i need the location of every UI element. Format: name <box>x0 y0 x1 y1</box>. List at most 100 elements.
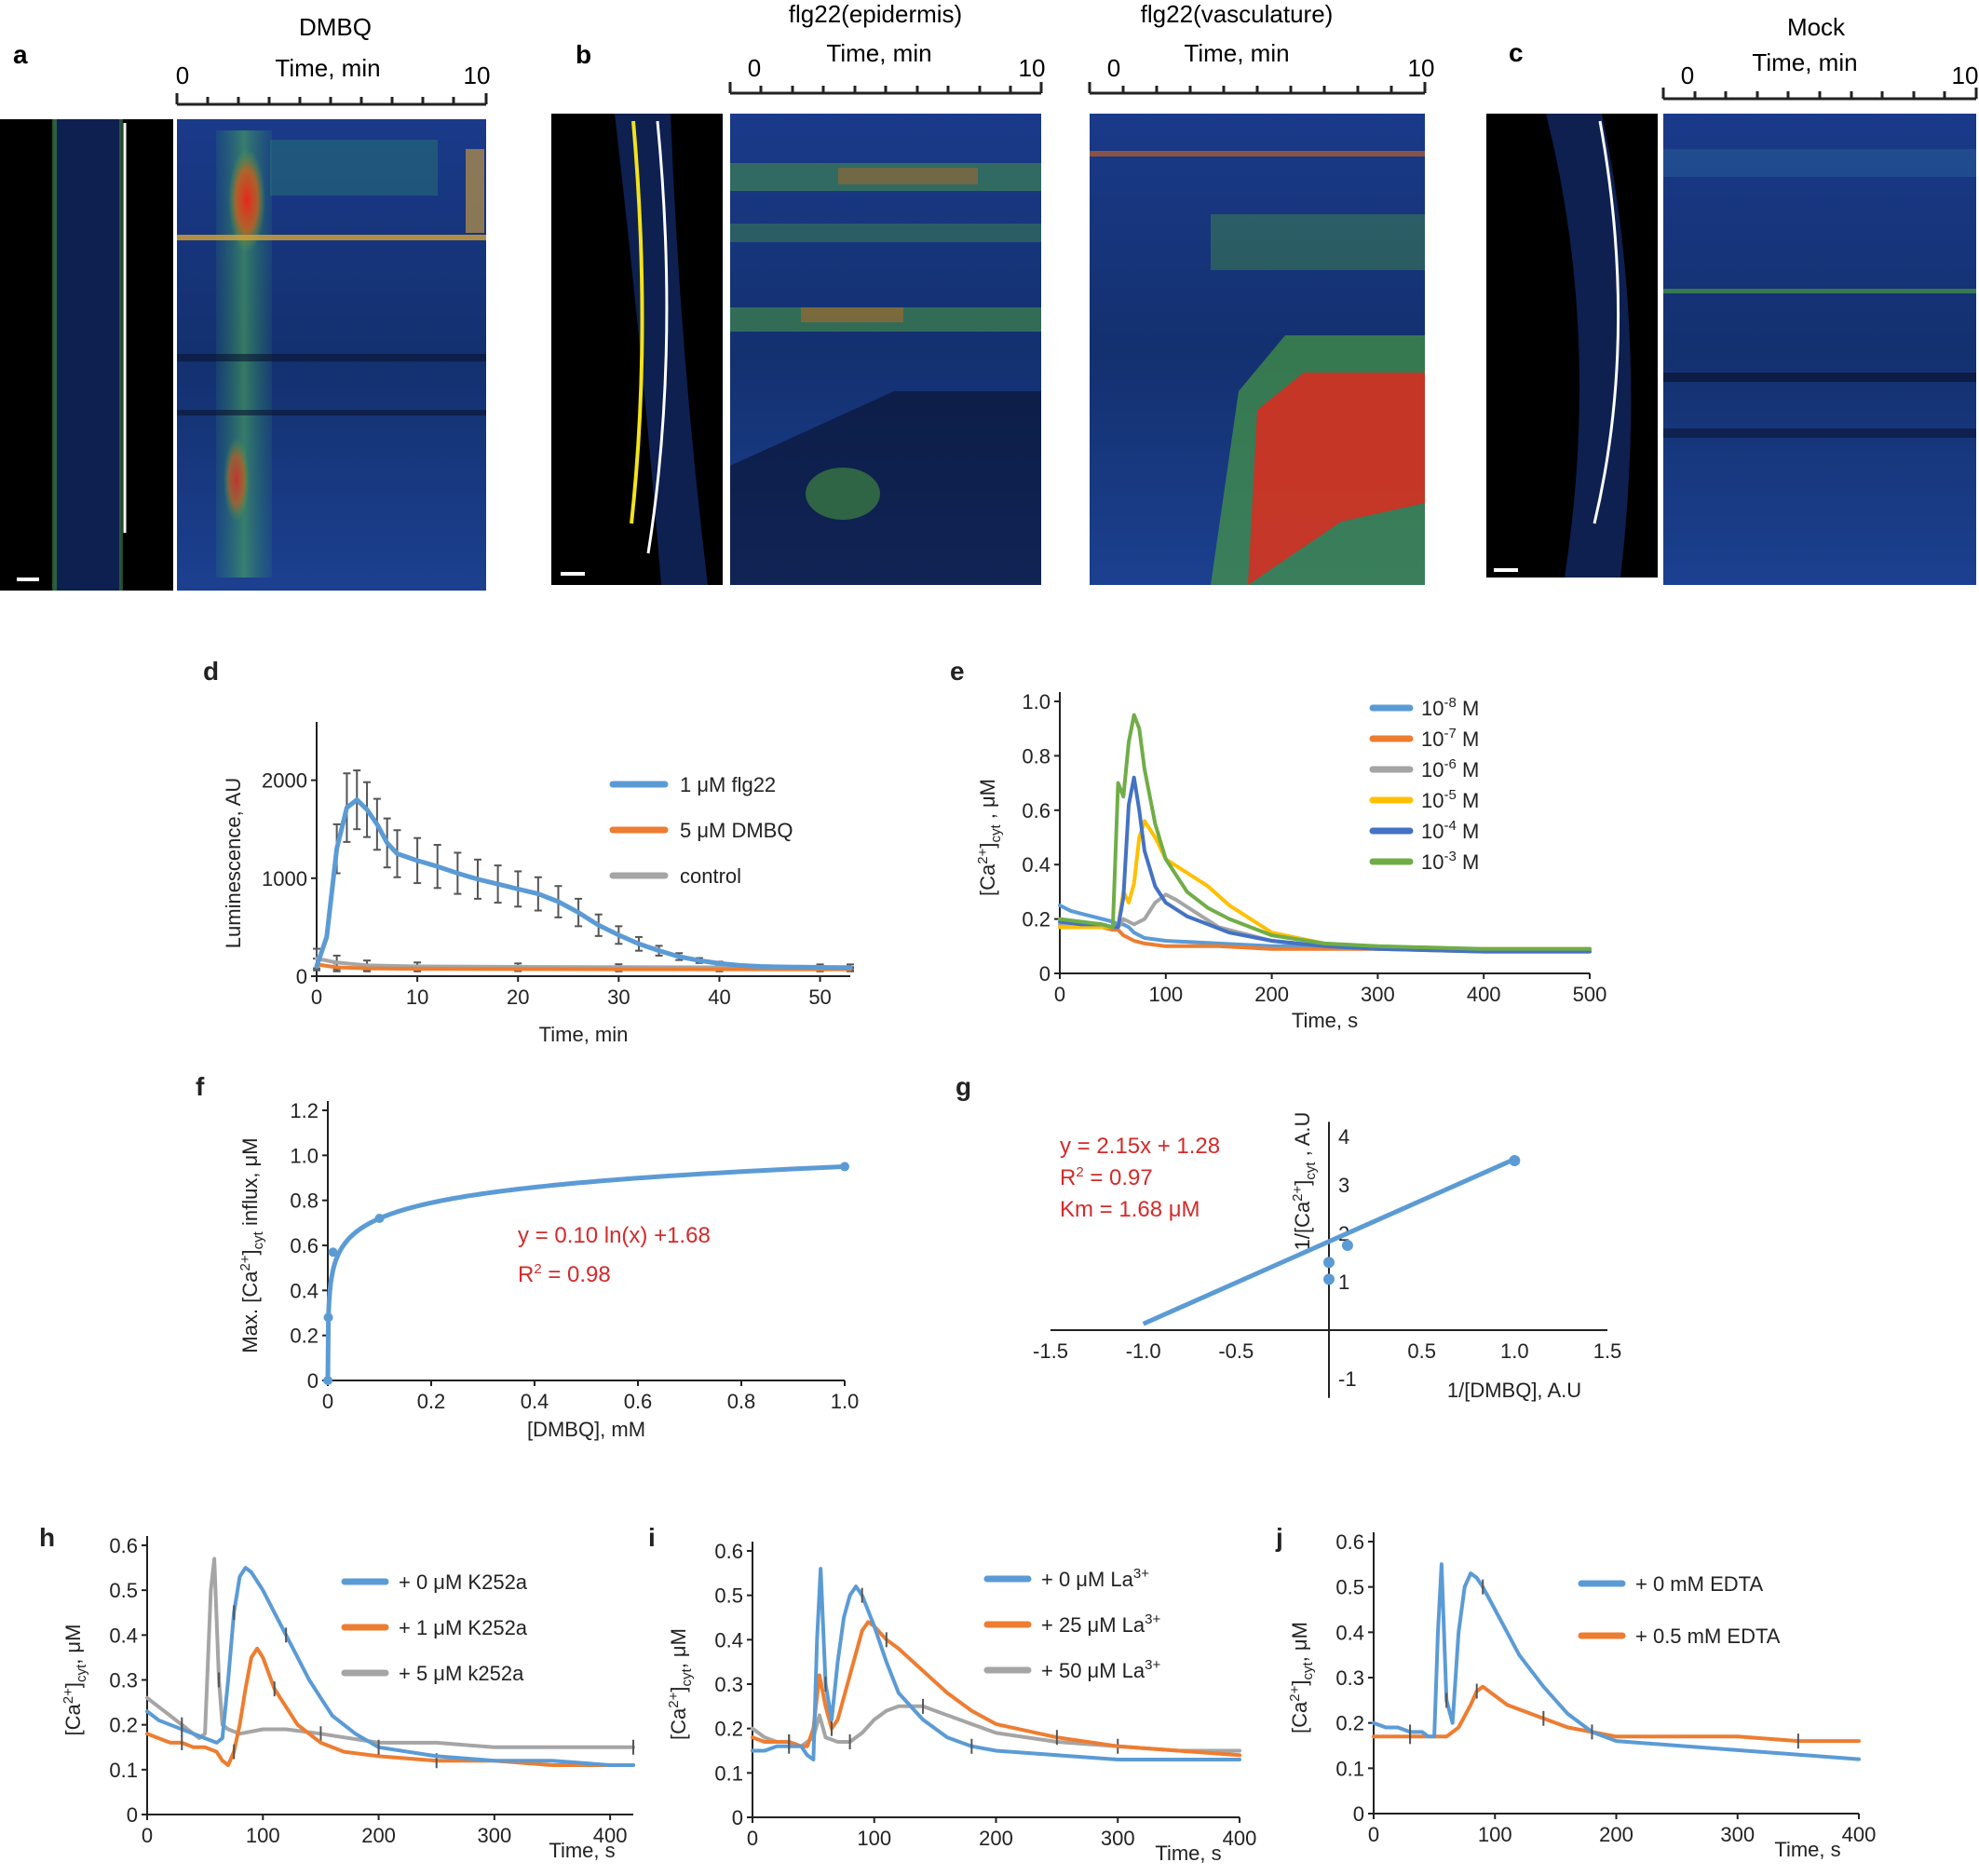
fit-r-squared: R2 = 0.97 <box>1060 1164 1153 1190</box>
legend-unit: M <box>1457 820 1479 843</box>
data-point <box>1323 1257 1335 1269</box>
legend-label: 10-5 M <box>1421 787 1479 812</box>
y-axis-title-part-b: ] <box>1288 1679 1311 1685</box>
series-line-1 <box>145 1646 635 1767</box>
panel-b-condition2-title: flg22(vasculature) <box>1141 0 1334 28</box>
legend-unit: M <box>1457 758 1479 782</box>
x-tick-label: 0 <box>311 986 322 1009</box>
panel-letter-c: c <box>1509 38 1524 67</box>
y-tick-label: 0.5 <box>1335 1576 1364 1599</box>
r2-value: = 0.98 <box>542 1262 611 1287</box>
legend-label: 10-8 M <box>1421 695 1479 720</box>
panel-b-kymograph-vasculature <box>1090 114 1425 585</box>
panel-letter-g: g <box>956 1072 971 1101</box>
x-tick-label: 1.0 <box>831 1390 860 1413</box>
panel-b-tick-start-2: 0 <box>1107 54 1120 82</box>
x-tick-label: 200 <box>361 1824 396 1847</box>
panel-c-axis-label: Time, min <box>1752 48 1857 76</box>
legend-entry-label: control <box>680 864 741 888</box>
legend-exponent: -7 <box>1444 726 1456 741</box>
fit-r-squared: R2 = 0.98 <box>518 1261 611 1287</box>
legend-unit: M <box>1457 697 1479 720</box>
panel-letter-e: e <box>950 657 965 686</box>
y-tick-label: 0.4 <box>714 1628 743 1652</box>
ylab-sup: 2+ <box>1290 1185 1306 1201</box>
panel-letter-a: a <box>13 40 28 69</box>
y-tick-label: 0.6 <box>1335 1530 1364 1554</box>
y-axis-title: Max. [Ca2+]cyt influx, μM <box>237 1137 266 1353</box>
panel-a: a DMBQ Time, min 0 10 <box>0 13 490 591</box>
x-tick-label: 10 <box>406 986 428 1009</box>
panel-letter-j: j <box>1275 1523 1283 1552</box>
legend-label: 10-3 M <box>1421 849 1479 874</box>
y-axis-title-part-c: , μM <box>667 1628 690 1668</box>
legend-exponent: -3 <box>1444 849 1456 864</box>
series-line-0 <box>751 1567 1241 1761</box>
y-tick-label: 0.3 <box>1335 1666 1364 1690</box>
legend-entry-label: 5 μM DMBQ <box>680 819 793 842</box>
y-tick-label: 0 <box>307 1369 319 1393</box>
y-tick-label: 4 <box>1338 1125 1349 1149</box>
y-tick-label: 0.5 <box>109 1579 138 1602</box>
y-tick-label: 0.4 <box>1022 853 1050 877</box>
data-point <box>374 1214 385 1223</box>
chart-h: 0 100 200 300 400 0 0.1 0.2 0.3 0.4 0.5 0.6 h Time, s… <box>39 1523 635 1862</box>
x-tick-label: 0 <box>747 1827 758 1850</box>
y-tick-label: 1.0 <box>1022 690 1050 714</box>
x-tick-label: 200 <box>1599 1823 1633 1846</box>
y-axis-title: [Ca2+]cyt, μM <box>666 1628 695 1740</box>
legend-entry-label: 1 μM flg22 <box>680 773 776 796</box>
panel-c-tick-start: 0 <box>1681 61 1694 89</box>
y-tick-label: 0.1 <box>109 1759 138 1782</box>
x-tick-label: 100 <box>1478 1823 1512 1846</box>
panel-a-axis-label: Time, min <box>275 54 380 82</box>
series-line-0 <box>145 1566 635 1767</box>
legend-label: + 0 μM K252a <box>399 1570 528 1594</box>
data-point <box>1509 1155 1521 1166</box>
x-tick-label: 20 <box>507 986 529 1009</box>
x-tick-label: 100 <box>246 1824 280 1847</box>
legend-text: + 0 μM La <box>1041 1568 1134 1591</box>
x-tick-label: -1.0 <box>1126 1339 1161 1363</box>
legend-base: 10 <box>1421 727 1444 751</box>
panel-letter-h: h <box>39 1523 55 1552</box>
panel-c-kymograph <box>1663 114 1976 585</box>
y-tick-label: 0.4 <box>1335 1621 1364 1644</box>
panel-b-tick-end-2: 10 <box>1408 54 1435 82</box>
x-tick-label: 1.0 <box>1500 1339 1529 1363</box>
series-line--5M <box>1058 819 1592 951</box>
panel-b-kymograph-epidermis <box>730 114 1041 585</box>
r2-label: R <box>1060 1165 1076 1190</box>
y-tick-label: 1.2 <box>290 1099 319 1122</box>
panel-b-tick-start-1: 0 <box>748 54 761 82</box>
x-tick-label: -1.5 <box>1033 1339 1068 1363</box>
legend-sup: 3+ <box>1133 1566 1149 1582</box>
panel-b-time-ruler-2 <box>1088 82 1427 95</box>
y-tick-label: 0.1 <box>1335 1757 1364 1780</box>
y-axis-title: Luminescence, AU <box>222 778 245 948</box>
x-tick-label: 400 <box>1467 983 1501 1006</box>
panel-a-tick-start: 0 <box>176 61 189 89</box>
data-point <box>1341 1240 1353 1251</box>
y-axis-title-part-b: ] <box>976 843 999 849</box>
y-tick-label: 1.0 <box>290 1144 319 1167</box>
y-axis-title-part-a: [Ca <box>667 1707 690 1740</box>
legend-exponent: -4 <box>1444 818 1456 834</box>
y-axis-title: 1/[Ca2+]cyt , A.U <box>1290 1112 1319 1251</box>
legend-base: 10 <box>1421 850 1444 874</box>
legend-base: 10 <box>1421 789 1444 812</box>
km-value: Km = 1.68 μM <box>1060 1197 1200 1222</box>
x-tick-label: 40 <box>708 986 730 1009</box>
series-line-0 <box>1372 1562 1861 1761</box>
y-axis-title: [Ca2+]cyt, μM <box>61 1625 89 1736</box>
x-tick-label: 400 <box>1842 1823 1877 1846</box>
y-axis-title-part-sub: cyt <box>251 1230 266 1249</box>
legend-label: + 25 μM La3+ <box>1041 1611 1160 1637</box>
panel-b-axis-label-2: Time, min <box>1184 39 1289 67</box>
data-point <box>323 1376 332 1385</box>
x-axis-title: [DMBQ], mM <box>527 1418 645 1441</box>
fit-equation: y = 0.10 ln(x) +1.68 <box>518 1223 711 1248</box>
legend-label: 10-4 M <box>1421 818 1479 843</box>
x-tick-label: 300 <box>1720 1823 1755 1846</box>
x-tick-label: 100 <box>857 1827 891 1850</box>
